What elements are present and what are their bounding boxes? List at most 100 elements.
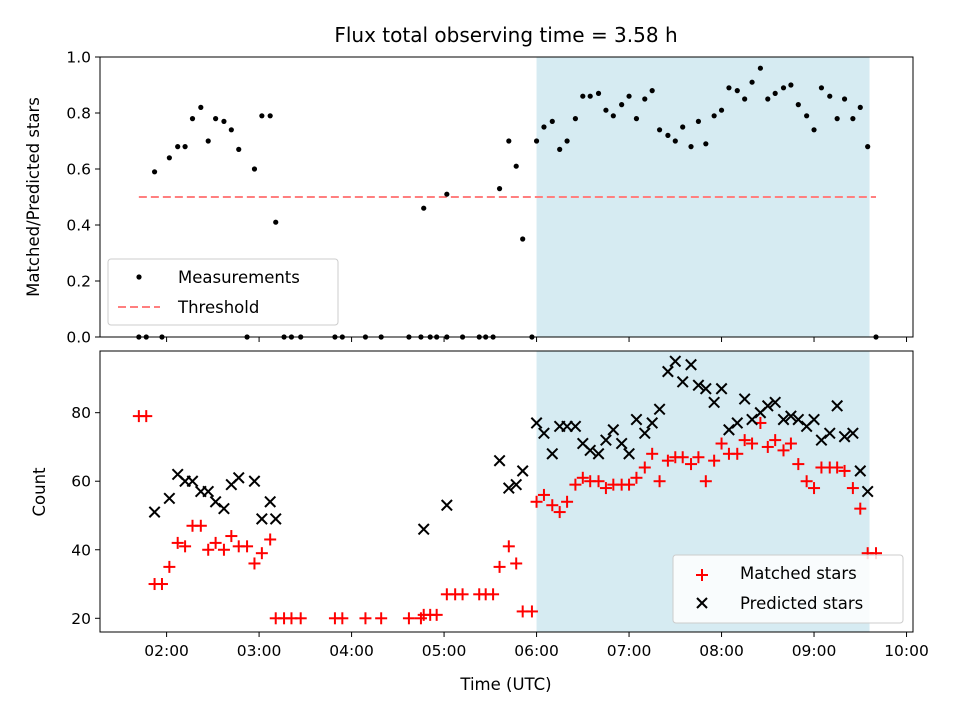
matched-star-point <box>685 458 698 471</box>
predicted-star-stroke-b <box>638 427 651 440</box>
matched-star-point <box>846 482 859 495</box>
predicted-star-point <box>785 410 797 423</box>
predicted-star-point <box>669 355 682 368</box>
matched-star-point <box>225 530 238 543</box>
predicted-star-stroke-b <box>516 465 529 477</box>
predicted-star-stroke-b <box>831 399 844 412</box>
predicted-star-point <box>218 502 230 515</box>
matched-star-point <box>808 482 821 495</box>
predicted-star-stroke-b <box>761 399 774 412</box>
measurement-point <box>780 85 787 91</box>
matched-star-point <box>546 499 559 512</box>
predicted-star-point <box>546 447 559 460</box>
measurement-point <box>711 113 717 119</box>
measurement-point <box>603 107 609 113</box>
time-x-tick-label: 05:00 <box>422 642 467 660</box>
measurement-points <box>136 65 879 340</box>
predicted-star-stroke-b <box>171 468 184 481</box>
ratio-panel-frame <box>99 56 914 338</box>
predicted-star-stroke-b <box>808 413 820 426</box>
predicted-star-stroke-b <box>592 447 605 460</box>
legend-predicted-label: Predicted stars <box>740 594 863 613</box>
predicted-star-stroke-b <box>538 427 550 440</box>
predicted-star-stroke-b <box>646 417 659 429</box>
measurement-point <box>742 96 748 102</box>
measurement-point <box>734 88 740 94</box>
matched-star-point <box>140 410 153 423</box>
measurement-point <box>496 186 503 192</box>
measurement-point <box>857 104 863 110</box>
predicted-star-point <box>692 379 705 392</box>
matched-star-point <box>336 612 349 625</box>
matched-star-point <box>638 461 651 474</box>
matched-star-point <box>194 519 207 532</box>
measurement-point <box>795 102 801 108</box>
matched-star-point <box>456 588 469 601</box>
matched-star-point <box>761 440 774 453</box>
predicted-star-stroke-b <box>692 379 705 392</box>
predicted-star-stroke-b <box>209 495 222 508</box>
count-y-tick-label: 60 <box>71 473 91 491</box>
predicted-star-stroke-b <box>163 492 176 505</box>
measurement-point <box>236 146 242 152</box>
ratio-legend-box <box>107 258 339 326</box>
matched-star-point <box>784 437 797 450</box>
predicted-star-point <box>769 396 782 409</box>
matched-star-point <box>217 543 230 556</box>
matched-star-point <box>692 451 705 464</box>
matched-star-point <box>510 557 523 570</box>
predicted-star-point <box>823 427 836 440</box>
matched-star-point <box>792 458 805 471</box>
predicted-star-point <box>630 413 643 426</box>
measurement-point <box>626 93 632 99</box>
predicted-star-stroke-b <box>777 413 790 426</box>
predicted-star-point <box>592 447 605 460</box>
predicted-star-stroke-b <box>699 382 712 395</box>
measurement-point <box>610 113 616 119</box>
measurement-point <box>788 82 794 88</box>
time-x-tick-label: 02:00 <box>144 642 189 660</box>
count-y-tick-label: 80 <box>71 404 91 422</box>
measurement-point <box>680 124 686 130</box>
predicted-star-point <box>653 403 666 416</box>
predicted-star-point <box>186 475 199 488</box>
legend-measurements-marker <box>136 274 142 280</box>
matched-star-point <box>831 461 844 474</box>
predicted-star-point <box>831 399 844 412</box>
predicted-star-point <box>163 492 176 505</box>
matched-star-point <box>715 437 728 450</box>
predicted-star-stroke-b <box>731 417 744 429</box>
matched-star-point <box>155 578 168 591</box>
predicted-star-point <box>493 454 506 467</box>
matched-star-point <box>553 506 566 519</box>
predicted-star-stroke-b <box>569 420 582 433</box>
predicted-star-point <box>148 506 161 518</box>
ratio-y-axis-label: Matched/Predicted stars <box>24 97 43 297</box>
measurement-point <box>549 118 555 124</box>
count-y-axis-label: Count <box>30 467 49 517</box>
matched-star-point <box>838 464 851 477</box>
ratio-panel-ticks: 0.0 0.2 0.4 0.6 0.8 1.0 <box>66 49 908 347</box>
measurement-point <box>672 138 678 144</box>
time-x-tick-label: 03:00 <box>237 642 282 660</box>
predicted-star-stroke-b <box>417 523 430 536</box>
measurement-point <box>827 93 833 99</box>
predicted-star-stroke-b <box>854 465 867 477</box>
measurement-point <box>765 96 771 102</box>
matched-star-point <box>777 444 790 457</box>
legend-predicted-marker <box>696 597 708 609</box>
measurement-point <box>228 127 234 133</box>
predicted-star-stroke-b <box>746 413 758 426</box>
predicted-star-point <box>646 417 659 429</box>
measurement-point <box>506 138 512 144</box>
predicted-star-stroke-b <box>708 396 721 409</box>
measurement-point <box>841 96 848 102</box>
predicted-star-point <box>777 413 790 426</box>
predicted-star-point <box>661 365 674 378</box>
count-panel-ticks: 20 40 60 80 02:00 03:00 04:00 05:00 06:00 07:00 08… <box>71 404 929 660</box>
predicted-star-point <box>685 358 697 371</box>
predicted-star-point <box>861 485 874 498</box>
measurement-point <box>189 116 196 122</box>
measurement-point <box>703 141 709 147</box>
matched-star-point <box>487 588 500 601</box>
